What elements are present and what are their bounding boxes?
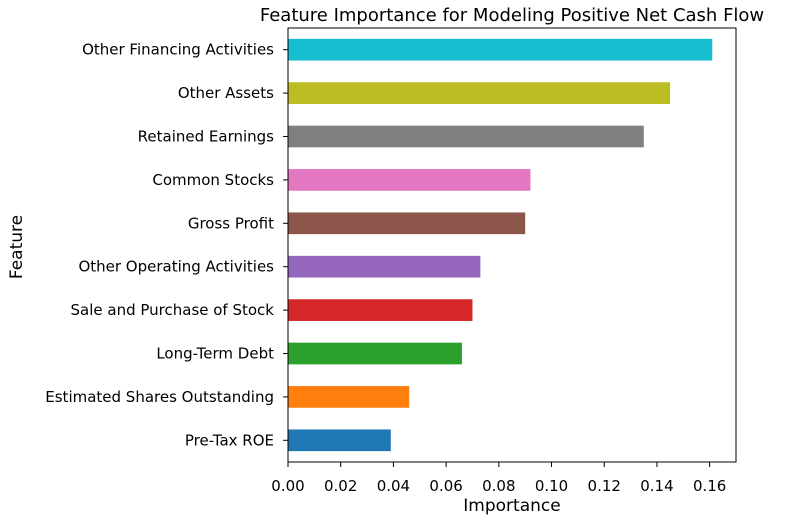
x-axis-label: Importance (463, 496, 560, 516)
x-tick-label: 0.04 (377, 477, 410, 495)
category-label: Pre-Tax ROE (185, 431, 274, 449)
x-tick-label: 0.10 (535, 477, 568, 495)
x-tick-label: 0.14 (640, 477, 673, 495)
y-axis-label: Feature (7, 215, 27, 279)
bar (288, 386, 410, 408)
bar (288, 212, 526, 235)
category-label: Common Stocks (152, 171, 274, 189)
bar (288, 38, 713, 61)
category-label: Other Operating Activities (78, 258, 274, 276)
category-label: Estimated Shares Outstanding (45, 388, 274, 406)
category-label: Long-Term Debt (156, 345, 274, 363)
x-tick-label: 0.00 (271, 477, 304, 495)
x-tick-label: 0.02 (324, 477, 357, 495)
category-label: Other Assets (178, 84, 274, 102)
x-tick-label: 0.08 (482, 477, 515, 495)
bar (288, 255, 481, 278)
bar (288, 429, 391, 452)
bars (288, 38, 713, 452)
category-label: Other Financing Activities (82, 41, 274, 59)
chart-title: Feature Importance for Modeling Positive… (260, 5, 764, 26)
category-labels: Pre-Tax ROE Estimated Shares Outstanding L… (45, 41, 288, 449)
category-label: Sale and Purchase of Stock (71, 301, 275, 319)
bar (288, 342, 462, 365)
bar (288, 169, 531, 191)
x-tick-label: 0.12 (588, 477, 621, 495)
x-tick-label: 0.16 (693, 477, 726, 495)
bar (288, 125, 644, 148)
x-tick-label: 0.06 (429, 477, 462, 495)
bar (288, 299, 473, 321)
category-label: Retained Earnings (138, 128, 275, 146)
category-label: Gross Profit (188, 214, 274, 232)
x-ticks: 0.00 0.02 0.04 0.06 0.08 0.10 0.12 0.14 0.16 (271, 462, 726, 495)
bar (288, 82, 671, 104)
plot-frame (287, 27, 737, 463)
